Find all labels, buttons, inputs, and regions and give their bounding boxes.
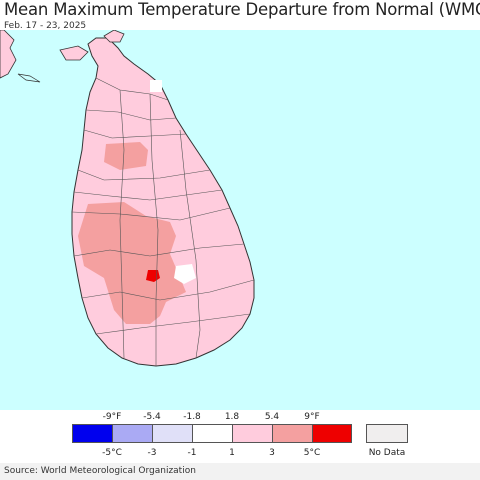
legend-c-label: -5°C (102, 448, 122, 458)
legend-f-label: -9°F (102, 412, 122, 422)
warm-region-west-central (78, 202, 186, 324)
legend-swatch (192, 424, 233, 443)
legend-f-label: 5.4 (264, 412, 280, 422)
near-normal-patch-north (150, 80, 162, 92)
northern-coast (103, 30, 125, 43)
map-title: Mean Maximum Temperature Departure from … (4, 0, 480, 19)
warm-patch-north-central (104, 142, 148, 170)
legend-c-label: -1 (187, 448, 197, 458)
source-footer: Source: World Meteorological Organizatio… (0, 463, 480, 480)
india-coast (0, 30, 17, 79)
legend-swatch (152, 424, 193, 443)
legend-f-label: -1.8 (183, 412, 201, 422)
legend-no-data-label: No Data (368, 448, 406, 458)
near-normal-patch-east (174, 264, 196, 284)
legend-f-label: 9°F (304, 412, 320, 422)
legend-f-label: 1.8 (224, 412, 240, 422)
district-boundaries (71, 77, 255, 366)
legend-swatch (112, 424, 153, 443)
map-panel (0, 30, 480, 410)
legend-swatch (272, 424, 313, 443)
legend-swatch (72, 424, 113, 443)
legend-swatch (312, 424, 352, 443)
legend-f-label: -5.4 (143, 412, 161, 422)
adams-bridge (17, 73, 41, 83)
legend-c-label: 5°C (303, 448, 321, 458)
legend-no-data-swatch (366, 424, 408, 443)
date-range: Feb. 17 - 23, 2025 (4, 21, 87, 31)
jaffna-peninsula (59, 45, 89, 61)
legend-c-label: 1 (229, 448, 235, 458)
sri-lanka-map (0, 30, 480, 410)
source-text: Source: World Meteorological Organizatio… (4, 466, 196, 476)
legend-c-label: -3 (147, 448, 157, 458)
legend-swatch (232, 424, 273, 443)
legend-c-label: 3 (269, 448, 275, 458)
